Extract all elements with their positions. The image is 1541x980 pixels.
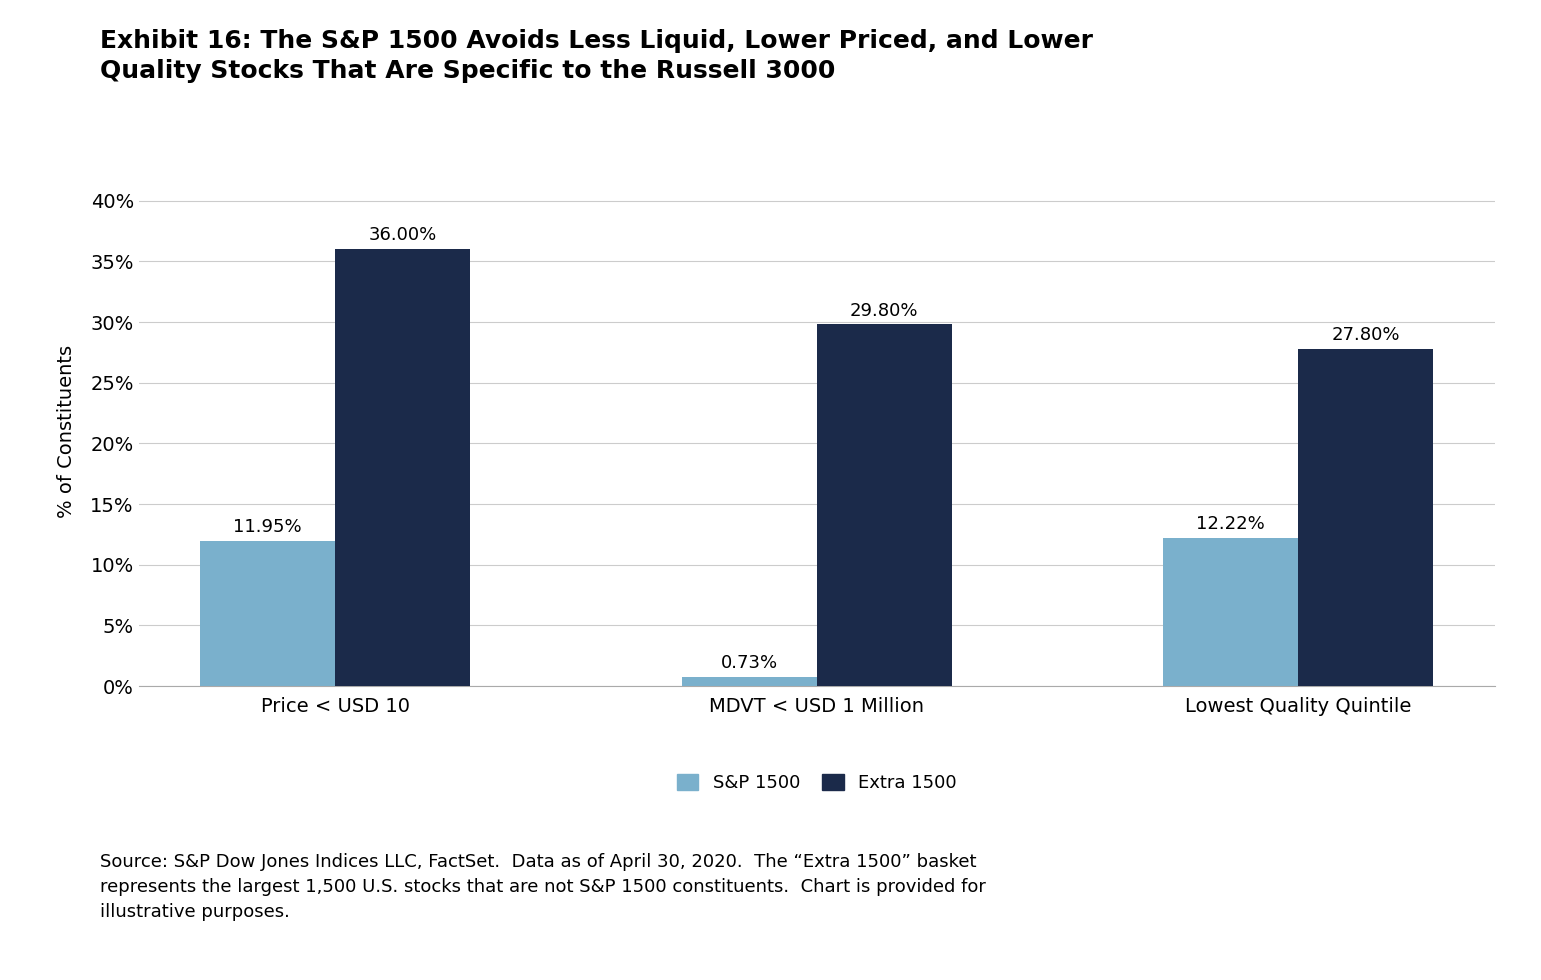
Text: 11.95%: 11.95% bbox=[233, 518, 302, 536]
Text: 27.80%: 27.80% bbox=[1331, 325, 1399, 344]
Y-axis label: % of Constituents: % of Constituents bbox=[57, 345, 77, 517]
Text: 36.00%: 36.00% bbox=[368, 226, 436, 244]
Legend: S&P 1500, Extra 1500: S&P 1500, Extra 1500 bbox=[676, 774, 957, 792]
Text: Exhibit 16: The S&P 1500 Avoids Less Liquid, Lower Priced, and Lower
Quality Sto: Exhibit 16: The S&P 1500 Avoids Less Liq… bbox=[100, 29, 1093, 83]
Bar bbox=[200, 541, 336, 686]
Bar bbox=[1163, 538, 1298, 686]
Text: 0.73%: 0.73% bbox=[721, 655, 778, 672]
Bar bbox=[1298, 349, 1433, 686]
Bar bbox=[336, 249, 470, 686]
Text: 12.22%: 12.22% bbox=[1196, 514, 1265, 533]
Bar bbox=[817, 324, 951, 686]
Text: 29.80%: 29.80% bbox=[851, 302, 918, 319]
Bar bbox=[681, 677, 817, 686]
Text: Source: S&P Dow Jones Indices LLC, FactSet.  Data as of April 30, 2020.  The “Ex: Source: S&P Dow Jones Indices LLC, FactS… bbox=[100, 853, 986, 920]
